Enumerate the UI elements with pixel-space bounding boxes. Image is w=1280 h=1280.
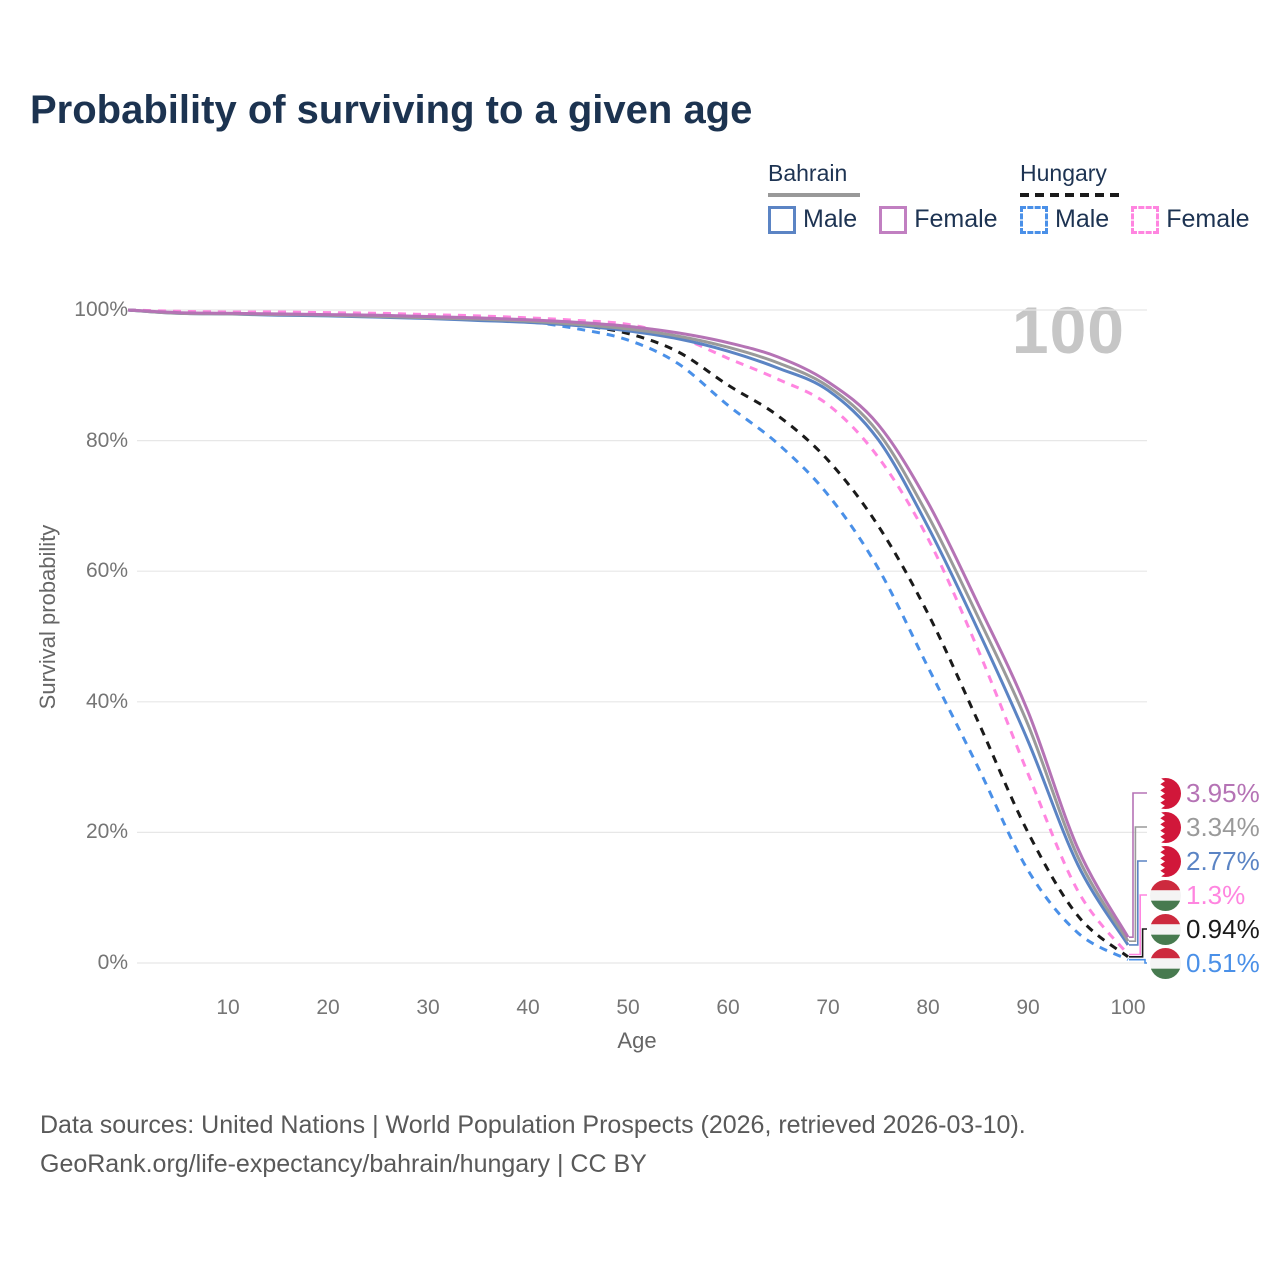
legend-item-bahrain-male[interactable]: Male xyxy=(768,205,857,234)
legend-item-label: Female xyxy=(1166,205,1250,233)
legend-item-label: Female xyxy=(914,205,998,233)
hungary-male-swatch-icon xyxy=(1020,205,1048,234)
footer-attribution: Data sources: United Nations | World Pop… xyxy=(40,1106,1026,1184)
x-tick-label: 100 xyxy=(1110,996,1146,1019)
legend-group-hungary: Hungary Male Female xyxy=(1020,160,1250,234)
x-axis-title: Age xyxy=(617,1028,657,1053)
x-tick-label: 60 xyxy=(716,996,740,1019)
x-tick-label: 70 xyxy=(816,996,840,1019)
legend-item-bahrain-female[interactable]: Female xyxy=(879,205,998,234)
series-line-bahrain-male[interactable] xyxy=(127,308,1130,946)
y-tick-label: 20% xyxy=(85,820,128,844)
legend-item-label: Male xyxy=(803,205,858,233)
leader-line xyxy=(1129,826,1147,942)
end-value-label: 0.51% xyxy=(1186,948,1260,978)
bahrain-flag-icon xyxy=(1150,811,1181,843)
hungary-flag-icon xyxy=(1150,913,1181,945)
legend-country-label: Bahrain xyxy=(768,160,848,186)
x-tick-label: 80 xyxy=(916,996,940,1019)
series-line-bahrain-both-sexes[interactable] xyxy=(127,308,1130,942)
bahrain-flag-icon xyxy=(1150,777,1181,809)
data-sources-line: Data sources: United Nations | World Pop… xyxy=(40,1111,1026,1139)
page-title: Probability of surviving to a given age xyxy=(30,88,753,132)
end-value-label: 1.3% xyxy=(1186,880,1246,910)
hungary-female-swatch-icon xyxy=(1131,205,1160,234)
y-tick-label: 0% xyxy=(97,951,128,974)
y-tick-label: 100% xyxy=(74,298,128,321)
end-value-label: 2.77% xyxy=(1186,846,1260,876)
leader-line xyxy=(1129,894,1147,956)
y-tick-label: 40% xyxy=(85,689,128,713)
end-value-label: 3.34% xyxy=(1186,812,1260,842)
y-tick-label: 60% xyxy=(85,559,128,583)
x-tick-label: 40 xyxy=(516,996,540,1019)
bahrain-female-swatch-icon xyxy=(879,205,908,234)
bahrain-male-swatch-icon xyxy=(768,205,796,234)
hungary-line-style-sample xyxy=(1020,193,1122,197)
legend-item-hungary-female[interactable]: Female xyxy=(1131,205,1250,234)
hungary-flag-icon xyxy=(1150,879,1181,911)
series-line-bahrain-female[interactable] xyxy=(127,308,1130,938)
hungary-flag-icon xyxy=(1150,947,1181,979)
x-tick-label: 20 xyxy=(316,996,340,1019)
y-tick-label: 80% xyxy=(85,428,128,452)
series-line-hungary-male[interactable] xyxy=(127,308,1129,962)
source-url-line: GeoRank.org/life-expectancy/bahrain/hung… xyxy=(40,1150,647,1178)
y-axis-title: Survival probability xyxy=(35,524,60,710)
legend-country-label: Hungary xyxy=(1020,160,1107,186)
legend-group-bahrain: Bahrain Male Female xyxy=(768,160,998,234)
legend-country-hungary[interactable]: Hungary xyxy=(1020,160,1250,197)
x-tick-label: 50 xyxy=(616,996,640,1019)
legend-item-label: Male xyxy=(1055,205,1110,233)
end-value-label: 3.95% xyxy=(1186,778,1260,808)
leader-line xyxy=(1129,860,1147,946)
legend-country-bahrain[interactable]: Bahrain xyxy=(768,160,998,197)
leader-line xyxy=(1129,958,1147,964)
bahrain-line-style-sample xyxy=(768,193,860,197)
end-value-label: 0.94% xyxy=(1186,914,1260,944)
leader-line xyxy=(1129,792,1147,939)
legend-item-hungary-male[interactable]: Male xyxy=(1020,205,1109,234)
bahrain-flag-icon xyxy=(1150,845,1181,877)
x-tick-label: 30 xyxy=(416,996,440,1019)
leader-line xyxy=(1129,928,1147,958)
series-line-hungary-female[interactable] xyxy=(127,308,1130,956)
watermark-age-100: 100 xyxy=(1011,293,1125,367)
x-tick-label: 10 xyxy=(216,996,240,1019)
x-tick-label: 90 xyxy=(1016,996,1040,1019)
